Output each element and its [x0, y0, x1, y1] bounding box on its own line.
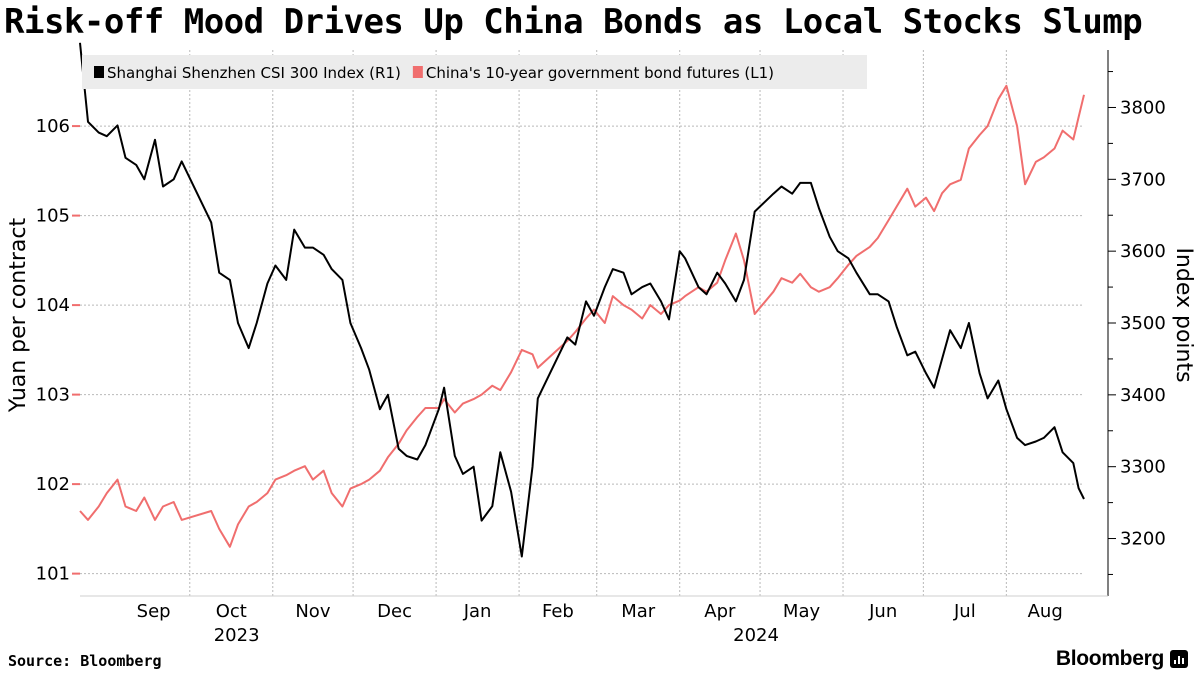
x-axis-year-label: 2023 [214, 625, 260, 646]
right-axis-tick-label: 3200 [1120, 529, 1166, 550]
series-lines [79, 42, 1085, 558]
brand-name: Bloomberg [1055, 647, 1164, 670]
axes: 101 102 103 104 105 106 Sep Oct Nov Dec Jan Feb Mar A… [6, 50, 1196, 646]
bloomberg-terminal-icon [1170, 650, 1188, 668]
legend-label: China's 10-year government bond futures … [426, 64, 774, 82]
left-axis-tick-label: 102 [36, 474, 70, 495]
left-axis-tick-label: 105 [36, 206, 70, 227]
right-axis-tick-label: 3300 [1120, 457, 1166, 478]
legend-swatch [94, 66, 104, 78]
left-axis-tick-label: 104 [36, 295, 70, 316]
legend: Shanghai Shenzhen CSI 300 Index (R1) Chin… [82, 55, 867, 89]
x-axis-month-label: Feb [542, 601, 574, 622]
x-axis-month-label: Dec [377, 601, 412, 622]
legend-label: Shanghai Shenzhen CSI 300 Index (R1) [107, 64, 401, 82]
x-axis-month-label: Aug [1028, 601, 1063, 622]
right-axis-tick-label: 3400 [1120, 385, 1166, 406]
left-axis-tick-label: 106 [36, 116, 70, 137]
legend-swatch [412, 66, 423, 78]
brand-logo: Bloomberg [1056, 647, 1188, 671]
x-axis-month-label: Mar [621, 601, 656, 622]
x-axis-month-label: Jul [953, 601, 976, 622]
left-axis-tick-label: 101 [36, 564, 70, 585]
x-axis-month-label: Jan [463, 601, 492, 622]
x-axis-month-label: Sep [137, 601, 171, 622]
series-line-bond-futures [79, 84, 1085, 548]
right-axis-tick-label: 3800 [1120, 97, 1166, 118]
x-axis-month-label: Apr [704, 601, 736, 622]
left-axis-tick-label: 103 [36, 385, 70, 406]
right-axis-label: Index points [1171, 247, 1196, 382]
legend-box [82, 55, 867, 89]
x-axis-month-label: Oct [216, 601, 247, 622]
gridlines [80, 50, 1084, 596]
right-axis-tick-label: 3700 [1120, 169, 1166, 190]
series-line-csi300 [79, 42, 1085, 558]
x-axis-month-label: Jun [868, 601, 897, 622]
source-note: Source: Bloomberg [8, 652, 162, 670]
right-axis-tick-label: 3600 [1120, 241, 1166, 262]
x-axis-month-label: Nov [295, 601, 330, 622]
left-axis-label: Yuan per contract [6, 218, 31, 414]
x-axis-month-label: May [783, 601, 821, 622]
chart-title: Risk-off Mood Drives Up China Bonds as L… [4, 2, 1143, 42]
x-axis-year-label: 2024 [733, 625, 779, 646]
right-axis-tick-label: 3500 [1120, 313, 1166, 334]
